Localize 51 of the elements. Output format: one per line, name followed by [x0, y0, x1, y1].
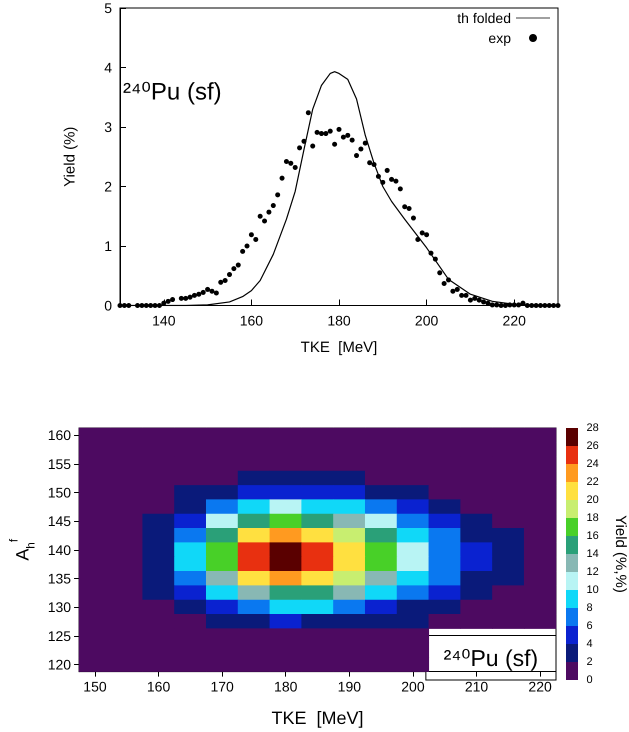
y-tick-label: 150	[48, 484, 72, 500]
color-bar-label: 28	[586, 422, 599, 434]
x-tick-label: 190	[338, 678, 362, 695]
annotation: ²⁴⁰Pu (sf)	[123, 78, 222, 106]
y-tick-label: 125	[48, 628, 72, 644]
x-tick-label: 220	[528, 678, 552, 695]
legend-label: exp	[488, 30, 512, 46]
x-tick-label: 180	[327, 312, 351, 328]
x-tick-label: 180	[274, 678, 298, 695]
y-tick-label: 2	[104, 178, 112, 194]
y-tick-label: 160	[48, 427, 72, 444]
x-tick-label: 170	[210, 678, 234, 695]
y-tick-label: 4	[104, 60, 112, 76]
x-tick-label: 160	[240, 312, 264, 328]
color-bar-label: 20	[586, 494, 599, 506]
annotation: ²⁴⁰Pu (sf)	[444, 644, 538, 671]
color-bar-label: 16	[586, 530, 599, 542]
x-tick-label: 210	[464, 678, 488, 695]
y-axis-title: Ahf	[8, 538, 38, 561]
x-tick-label: 140	[152, 312, 176, 328]
y-tick-label: 0	[104, 298, 112, 314]
color-bar-label: 8	[586, 602, 593, 614]
y-tick-label: 1	[104, 238, 112, 254]
x-tick-label: 220	[502, 312, 526, 328]
y-tick-label: 145	[48, 513, 72, 530]
y-tick-label: 135	[48, 570, 72, 586]
y-tick-label: 5	[104, 0, 112, 16]
y-tick-label: 130	[48, 599, 72, 616]
y-tick-label: 140	[48, 542, 72, 558]
color-bar-label: 18	[586, 512, 599, 524]
color-bar-label: 14	[586, 548, 599, 560]
color-bar-label: 0	[586, 674, 593, 686]
color-bar-label: 24	[586, 458, 599, 470]
color-bar-title: Yield (%,%)	[612, 515, 629, 593]
y-tick-label: 3	[104, 119, 112, 135]
y-axis-title: Yield (%)	[62, 126, 78, 187]
color-bar-label: 6	[586, 620, 593, 632]
legend-label: th folded	[457, 10, 511, 26]
x-tick-label: 200	[414, 312, 438, 328]
color-bar-label: 26	[586, 440, 599, 452]
color-bar-label: 22	[586, 476, 599, 488]
x-axis-title: TKE [MeV]	[300, 339, 378, 356]
y-tick-label: 120	[48, 656, 72, 672]
color-bar-label: 10	[586, 584, 599, 596]
x-axis-title: TKE [MeV]	[272, 708, 364, 728]
x-tick-label: 200	[401, 678, 425, 695]
color-bar-label: 4	[586, 638, 593, 650]
color-bar-label: 12	[586, 566, 599, 578]
x-tick-label: 160	[146, 678, 170, 695]
color-bar-label: 2	[586, 656, 593, 668]
y-tick-label: 155	[48, 456, 72, 472]
